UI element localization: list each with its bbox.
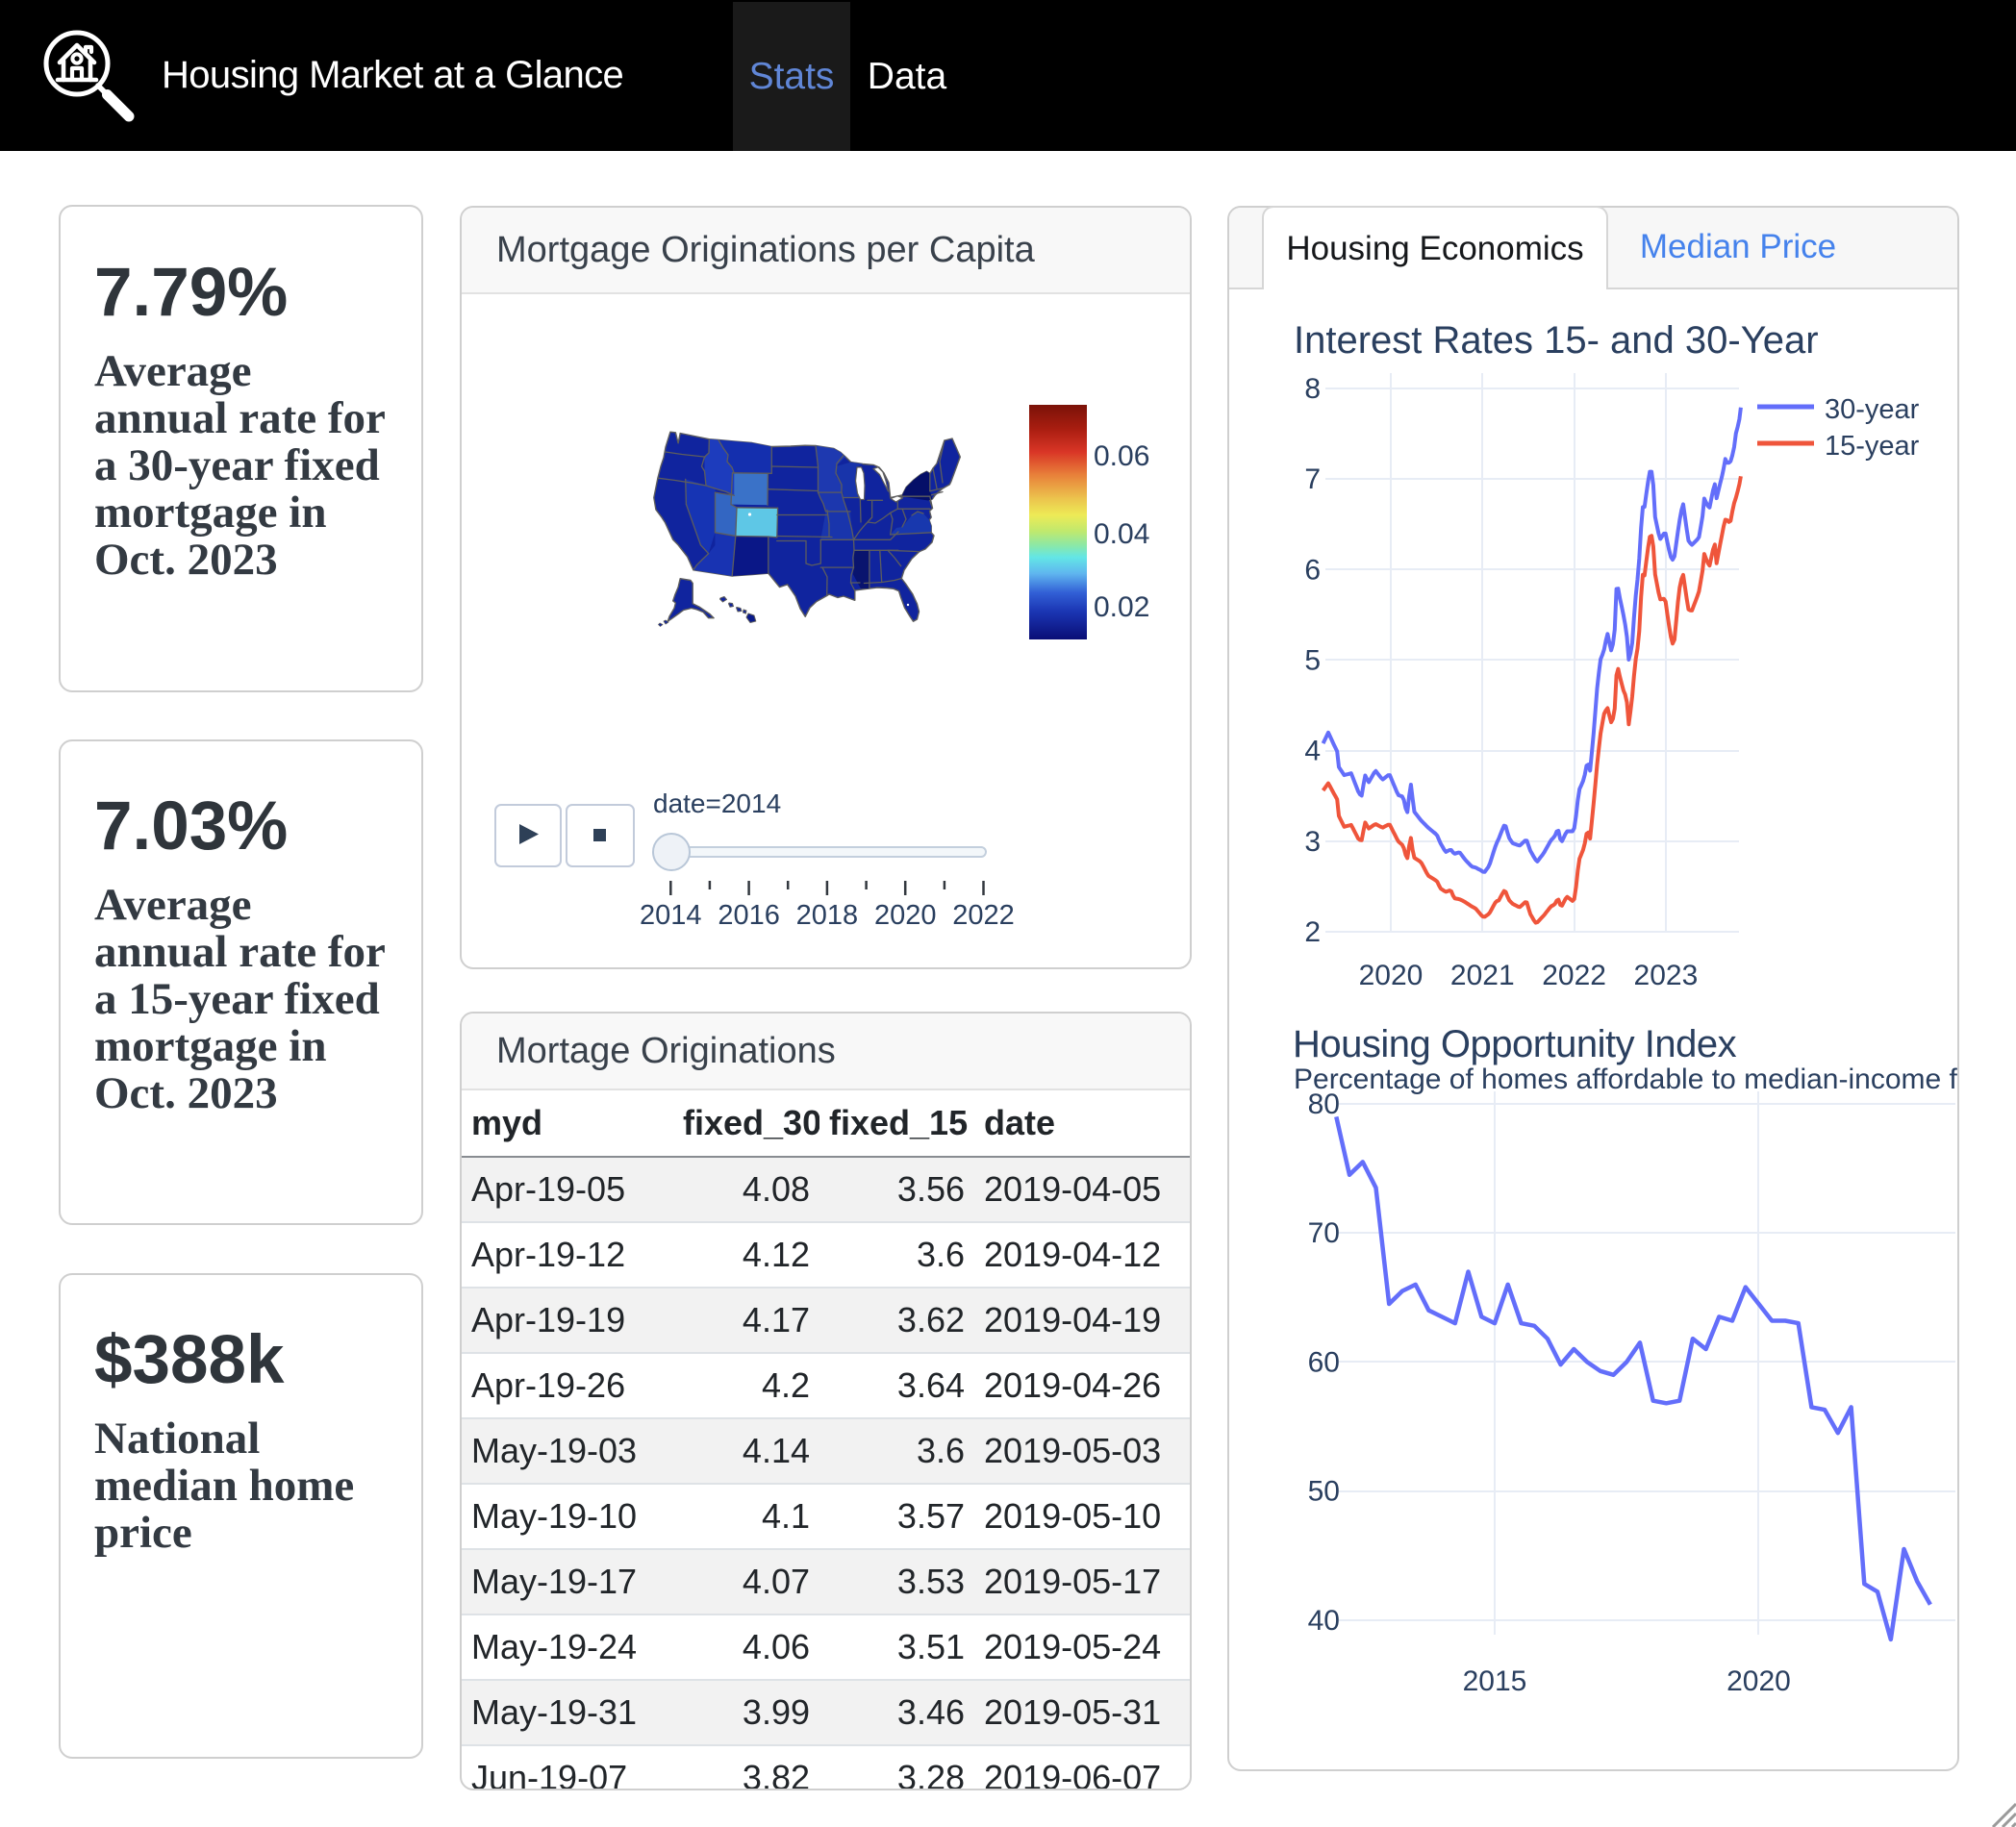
svg-text:2: 2: [1304, 916, 1321, 948]
svg-text:2021: 2021: [1450, 960, 1515, 991]
svg-text:80: 80: [1308, 1089, 1340, 1120]
svg-text:6: 6: [1304, 554, 1321, 586]
svg-text:3: 3: [1304, 826, 1321, 858]
svg-text:30-year: 30-year: [1825, 394, 1920, 425]
svg-text:2015: 2015: [1463, 1665, 1527, 1697]
svg-text:7: 7: [1304, 463, 1321, 495]
svg-text:40: 40: [1308, 1605, 1340, 1637]
svg-text:2023: 2023: [1634, 960, 1699, 991]
svg-text:2020: 2020: [1359, 960, 1424, 991]
svg-text:2014: 2014: [640, 900, 702, 931]
svg-text:15-year: 15-year: [1825, 431, 1920, 462]
svg-text:2020: 2020: [874, 900, 937, 931]
svg-text:2022: 2022: [1542, 960, 1606, 991]
svg-text:2018: 2018: [796, 900, 859, 931]
svg-text:50: 50: [1308, 1476, 1340, 1508]
svg-text:5: 5: [1304, 644, 1321, 676]
svg-text:2022: 2022: [952, 900, 1015, 931]
svg-text:4: 4: [1304, 736, 1321, 767]
svg-text:8: 8: [1304, 373, 1321, 405]
svg-text:2020: 2020: [1726, 1665, 1791, 1697]
svg-text:60: 60: [1308, 1346, 1340, 1378]
svg-text:2016: 2016: [718, 900, 780, 931]
svg-text:70: 70: [1308, 1217, 1340, 1249]
